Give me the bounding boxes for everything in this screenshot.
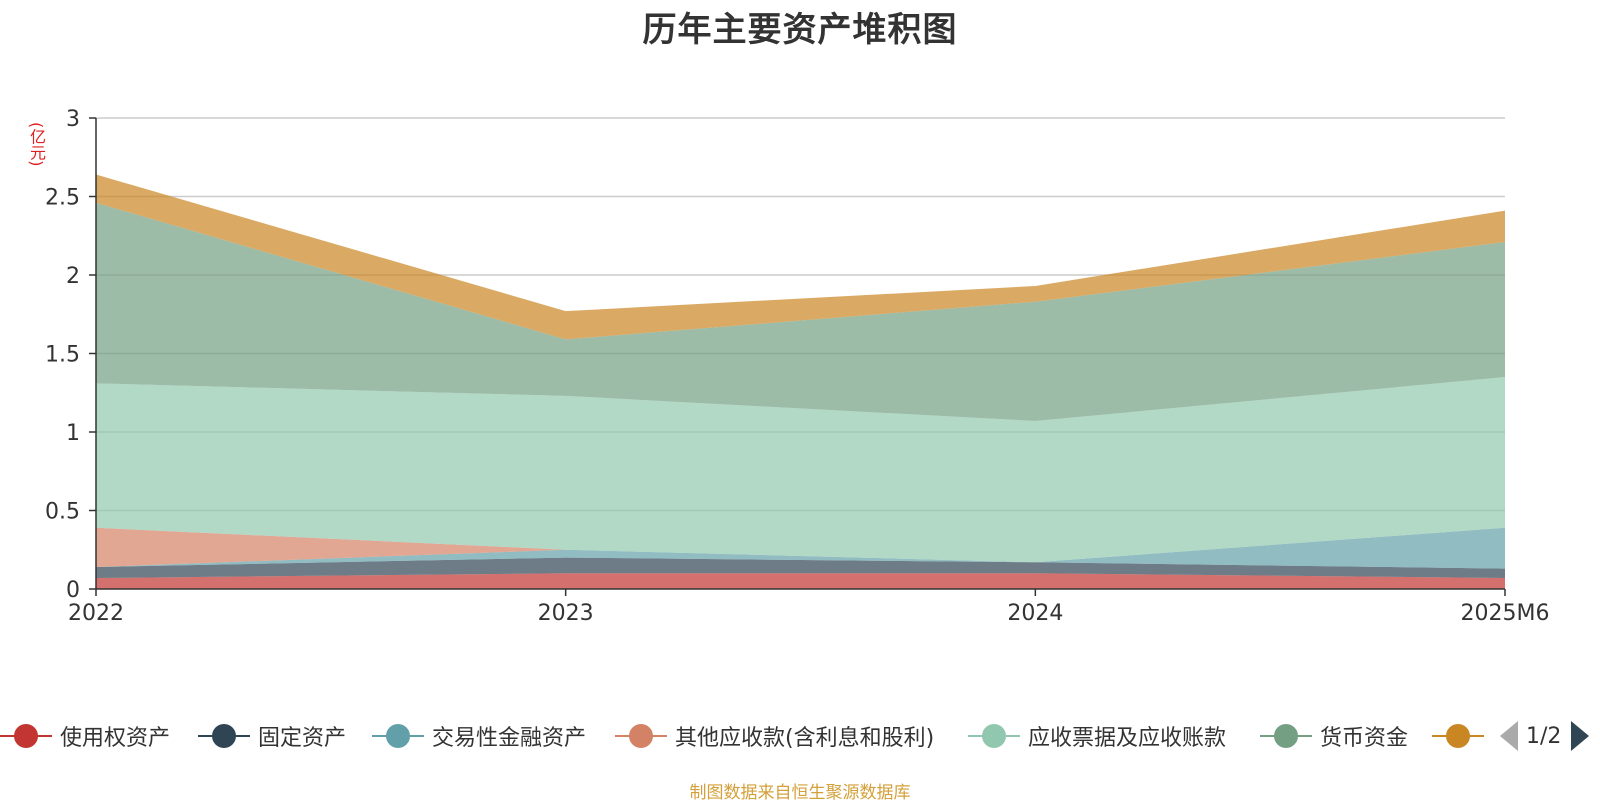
legend-label: 固定资产 [258, 726, 347, 751]
y-tick-label: 1 [66, 421, 80, 446]
legend-marker-icon [372, 722, 424, 750]
legend-marker-icon [198, 722, 250, 750]
legend-marker-icon [615, 722, 667, 750]
legend-page-indicator: 1/2 [1526, 723, 1562, 749]
legend-marker-icon [968, 722, 1020, 750]
series-area-unlabeled-6 [96, 174, 1505, 340]
x-tick-label: 2025M6 [1461, 601, 1550, 626]
y-tick-label: 2.5 [45, 186, 80, 211]
legend-label: 货币资金 [1320, 726, 1409, 751]
legend-label: 使用权资产 [60, 726, 171, 751]
legend-prev-page-icon[interactable] [1500, 721, 1518, 751]
y-tick-label: 3 [66, 107, 80, 132]
legend-item[interactable]: 使用权资产 [0, 718, 170, 754]
legend-marker-icon [1432, 722, 1484, 750]
series-area-0 [96, 573, 1505, 589]
y-tick-label: 2 [66, 264, 80, 289]
legend: 使用权资产 固定资产 交易性金融资产 其他应收款(含利息和股利) 应收票据及应收账款 货币… [0, 718, 1600, 754]
legend-label: 交易性金融资产 [432, 726, 587, 751]
axes: 0 0.5 1 1.5 2 2.5 3 2022 2023 2024 2025M6 [45, 107, 1549, 626]
y-tick-label: 1.5 [45, 343, 80, 368]
series-area-3 [96, 527, 1505, 568]
legend-pager: 1/2 [1500, 718, 1590, 754]
series-area-2 [96, 527, 1505, 569]
legend-next-page-icon[interactable] [1571, 721, 1590, 751]
legend-item[interactable]: 应收票据及应收账款 [968, 718, 1226, 754]
series-areas [96, 174, 1505, 589]
y-axis-unit-label: (亿元) [27, 122, 46, 167]
legend-label: 应收票据及应收账款 [1028, 726, 1227, 751]
legend-item[interactable]: 交易性金融资产 [372, 718, 586, 754]
y-tick-label: 0.5 [45, 500, 80, 525]
series-area-1 [96, 557, 1505, 579]
legend-label: 其他应收款(含利息和股利) [675, 726, 935, 751]
legend-marker-icon [1260, 722, 1312, 750]
series-area-5 [96, 202, 1505, 422]
x-tick-label: 2023 [538, 601, 594, 626]
legend-item[interactable]: 货币资金 [1260, 718, 1408, 754]
legend-item[interactable]: 其他应收款(含利息和股利) [615, 718, 934, 754]
legend-item[interactable] [1432, 718, 1484, 754]
y-tick-label: 0 [66, 578, 80, 603]
data-source-note: 制图数据来自恒生聚源数据库 [689, 783, 911, 803]
legend-item[interactable]: 固定资产 [198, 718, 346, 754]
legend-marker-icon [0, 722, 52, 750]
series-area-4 [96, 377, 1505, 563]
chart-title: 历年主要资产堆积图 [642, 10, 958, 50]
x-tick-label: 2024 [1007, 601, 1063, 626]
x-tick-label: 2022 [68, 601, 124, 626]
